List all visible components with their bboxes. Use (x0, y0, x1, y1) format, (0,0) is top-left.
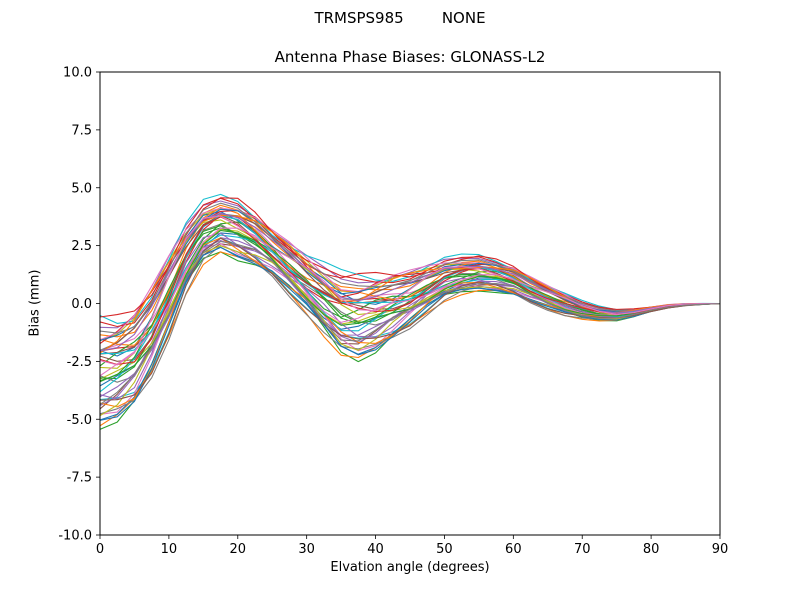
series-line-47 (100, 240, 720, 406)
series-line-37 (100, 202, 720, 334)
x-tick-label: 70 (574, 542, 591, 557)
x-axis-label: Elvation angle (degrees) (330, 560, 490, 575)
y-tick-label: 2.5 (71, 239, 92, 254)
x-tick-label: 0 (96, 542, 104, 557)
y-tick-label: -2.5 (67, 355, 92, 370)
axes-title: Antenna Phase Biases: GLONASS-L2 (274, 48, 546, 66)
x-tick-label: 60 (505, 542, 522, 557)
y-tick-label: 10.0 (63, 66, 92, 81)
series-line-44 (100, 212, 720, 352)
series-line-40 (100, 246, 720, 421)
y-tick-label: -5.0 (67, 413, 92, 428)
series-line-46 (100, 215, 720, 366)
series-line-33 (100, 197, 720, 318)
y-tick-label: 0.0 (71, 297, 92, 312)
x-tick-label: 40 (367, 542, 384, 557)
y-tick-label: 7.5 (71, 123, 92, 138)
x-tick-label: 10 (161, 542, 178, 557)
y-tick-label: -7.5 (67, 471, 92, 486)
series-line-32 (100, 227, 720, 382)
x-tick-label: 50 (436, 542, 453, 557)
series-lines (100, 193, 720, 430)
series-line-36 (100, 227, 720, 377)
series-line-43 (100, 216, 720, 366)
x-tick-label: 20 (230, 542, 247, 557)
x-tick-label: 30 (298, 542, 315, 557)
y-tick-label: -10.0 (58, 529, 92, 544)
x-tick-label: 90 (712, 542, 729, 557)
x-tick-label: 80 (643, 542, 660, 557)
series-line-11 (100, 251, 720, 427)
figure-suptitle: TRMSPS985 NONE (314, 9, 486, 27)
y-tick-label: 5.0 (71, 181, 92, 196)
